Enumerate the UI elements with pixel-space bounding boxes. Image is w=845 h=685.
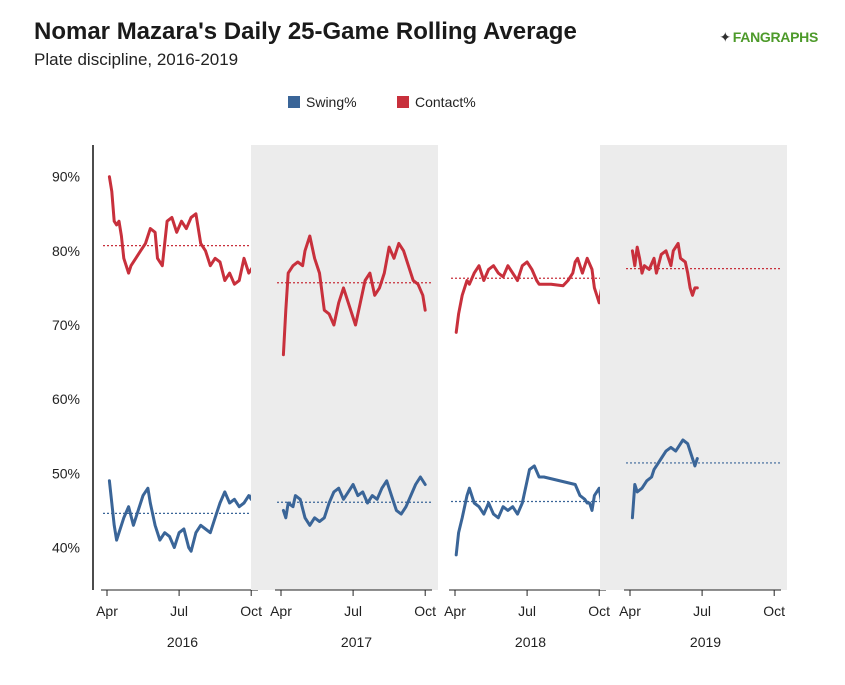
fangraphs-logo[interactable]: ✦ FANGRAPHS (719, 29, 818, 46)
legend-label: Swing% (306, 94, 357, 110)
year-label: 2017 (341, 634, 372, 650)
series-line-contact (630, 241, 699, 297)
series-line-swing (107, 479, 256, 553)
x-tick-label: Apr (619, 603, 641, 619)
series-line-contact (107, 175, 256, 286)
panel-2018: Apr Jul Oct 2018 (444, 256, 613, 650)
x-tick-label: Oct (763, 603, 785, 619)
y-tick-label: 90% (52, 169, 80, 185)
series-line-contact (281, 234, 427, 357)
chart-subtitle: Plate discipline, 2016-2019 (34, 50, 239, 69)
x-tick-label: Jul (518, 603, 536, 619)
panel-2017: Apr Jul Oct 2017 (251, 145, 438, 650)
runner-logo-icon: ✦ (719, 29, 731, 45)
x-tick-label: Jul (344, 603, 362, 619)
series-line-swing (281, 475, 427, 527)
legend-swatch (397, 96, 409, 108)
x-tick-label: Oct (414, 603, 436, 619)
y-tick-label: 80% (52, 243, 80, 259)
year-label: 2019 (690, 634, 721, 650)
panel-2019: Apr Jul Oct 2019 (600, 145, 787, 650)
y-tick-label: 70% (52, 317, 80, 333)
legend-label: Contact% (415, 94, 476, 110)
brand-name: FANGRAPHS (732, 29, 819, 45)
x-tick-label: Oct (240, 603, 262, 619)
x-tick-label: Apr (270, 603, 292, 619)
y-tick-label: 40% (52, 540, 80, 556)
year-label: 2018 (515, 634, 546, 650)
series-line-contact (454, 256, 604, 334)
series-line-swing (630, 438, 699, 520)
chart-title: Nomar Mazara's Daily 25-Game Rolling Ave… (34, 18, 577, 45)
panel-shading (600, 145, 787, 590)
x-tick-label: Apr (444, 603, 466, 619)
x-tick-label: Oct (588, 603, 610, 619)
y-tick-label: 60% (52, 391, 80, 407)
x-tick-label: Jul (170, 603, 188, 619)
panel-2016: Apr Jul Oct 2016 (96, 175, 262, 650)
legend-swatch (288, 96, 300, 108)
series-line-swing (454, 464, 613, 557)
x-tick-label: Apr (96, 603, 118, 619)
x-tick-label: Jul (693, 603, 711, 619)
year-label: 2016 (167, 634, 198, 650)
y-tick-label: 50% (52, 465, 80, 481)
panel-shading (251, 145, 438, 590)
